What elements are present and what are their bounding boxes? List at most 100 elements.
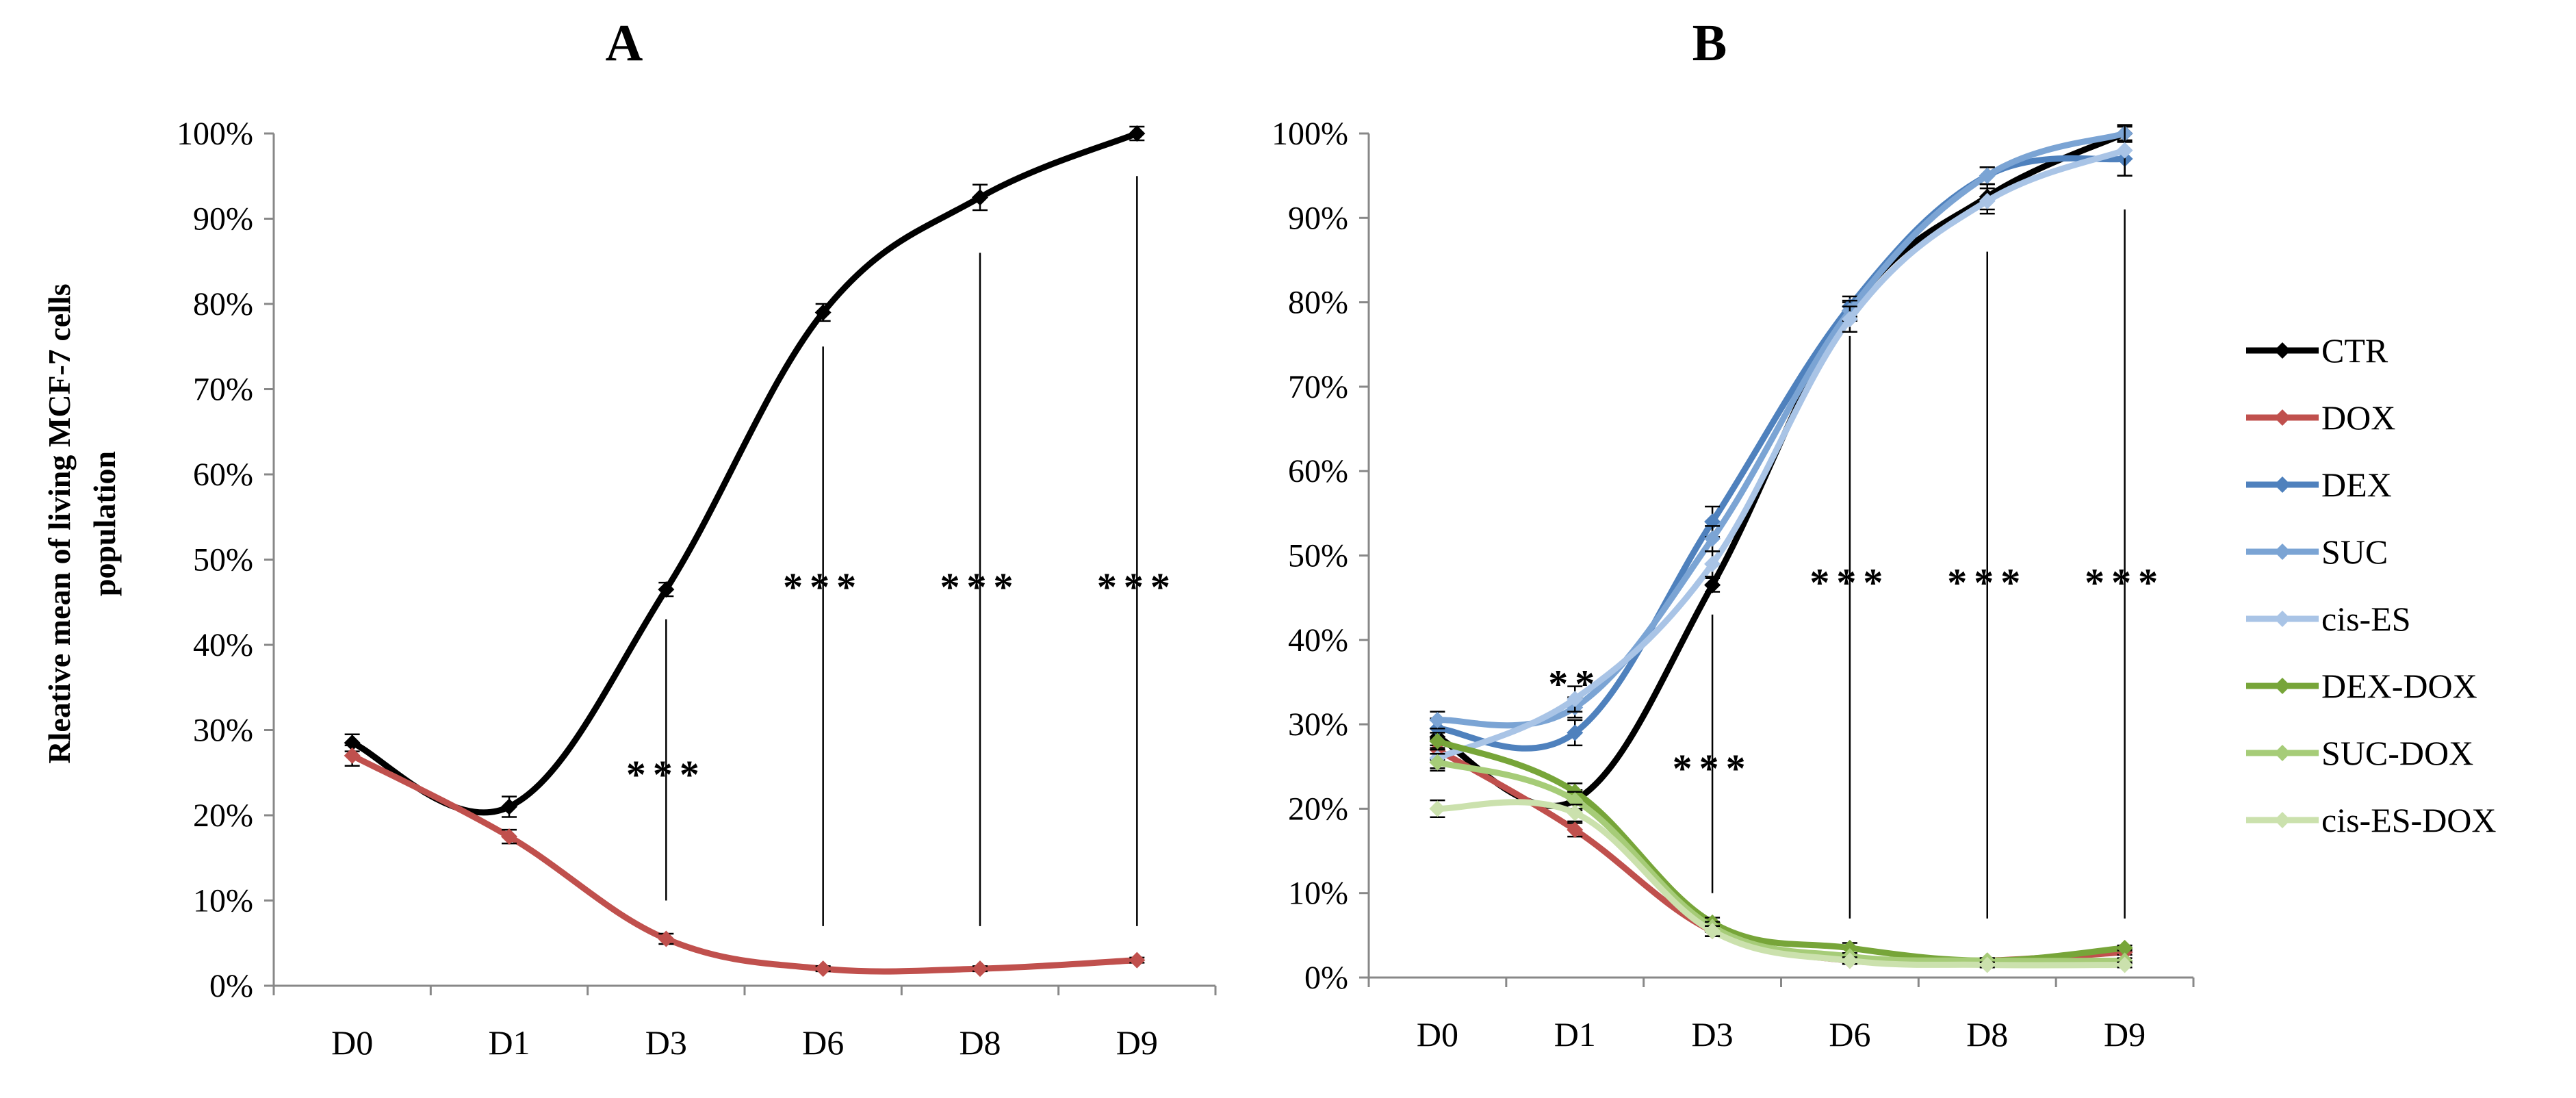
y-axis-label-line2: population: [87, 451, 122, 596]
legend-item-suc: SUC: [2246, 533, 2388, 571]
y-tick-label: 60%: [1288, 453, 1348, 489]
y-tick-label: 70%: [1288, 369, 1348, 405]
series-cis-es: [1429, 124, 2133, 769]
legend-swatch-marker: [2274, 745, 2291, 761]
legend-item-dex: DEX: [2246, 465, 2392, 504]
data-point: [2116, 142, 2133, 159]
y-tick-label: 0%: [209, 968, 253, 1004]
y-tick-label: 100%: [1272, 116, 1348, 152]
y-tick-label: 80%: [193, 286, 253, 322]
y-tick-label: 90%: [193, 201, 253, 238]
series-line: [1436, 130, 2126, 809]
series-line: [1436, 738, 2125, 964]
significance-stars: ***: [1673, 746, 1753, 791]
series-cis-es-dox: [1429, 799, 2133, 973]
x-tick-label: D9: [1116, 1023, 1158, 1062]
x-tick-label: D1: [488, 1023, 530, 1062]
panel-b: B 0% 10% 20% 30% 40% 50% 60% 70% 80% 90% 100% D0 D1 D3…: [1272, 14, 2195, 1054]
legend-item-cis-es-dox: cis-ES-DOX: [2246, 801, 2497, 839]
data-point: [1567, 691, 1584, 708]
series-line: [1437, 155, 2126, 752]
data-point: [2116, 956, 2133, 973]
panel-a: A 0% 10% 20% 30% 40% 50% 60% 70% 80% 90% 100% D0 D1 D3…: [177, 14, 1217, 1062]
legend-label: cis-ES: [2321, 600, 2411, 638]
x-tick-label: D8: [959, 1023, 1001, 1062]
panel-title: A: [606, 14, 643, 72]
legend-item-dox: DOX: [2246, 398, 2395, 437]
y-tick-label: 40%: [193, 627, 253, 663]
x-tick-label: D0: [331, 1023, 373, 1062]
data-point: [1704, 555, 1721, 572]
y-tick-label: 50%: [1288, 538, 1348, 574]
x-tick-label: D3: [1692, 1015, 1734, 1054]
legend-item-ctr: CTR: [2246, 331, 2388, 370]
data-point: [1429, 711, 1446, 728]
data-point: [1704, 530, 1721, 547]
significance-stars: **: [1548, 661, 1601, 706]
data-point: [1567, 724, 1584, 741]
y-tick-label: 20%: [193, 797, 253, 834]
legend-label: cis-ES-DOX: [2321, 801, 2497, 839]
data-point: [1979, 192, 1996, 209]
x-tick-label: D6: [802, 1023, 844, 1062]
panel-title: B: [1692, 14, 1727, 72]
data-point: [501, 798, 517, 815]
series-line: [1437, 130, 2126, 729]
legend-swatch-marker: [2274, 611, 2291, 627]
series-line: [1436, 147, 2126, 761]
data-point: [658, 581, 675, 598]
legend: CTR DOX DEX SUC cis-ES DEX-DOX SUC-DOX cis-ES-D…: [2246, 331, 2497, 839]
series-dex-dox: [1429, 732, 2133, 969]
y-tick-label: 10%: [193, 883, 253, 919]
significance-stars: ***: [626, 752, 706, 797]
legend-item-dex-dox: DEX-DOX: [2246, 667, 2477, 705]
y-tick-label: 80%: [1288, 285, 1348, 321]
x-tick-label: D0: [1417, 1015, 1458, 1054]
data-point: [1841, 939, 1858, 956]
data-point: [1841, 952, 1858, 969]
y-axis-label-line1: Rleative mean of living MCF-7 cells: [42, 283, 77, 763]
legend-label: SUC-DOX: [2321, 734, 2473, 772]
data-point: [658, 930, 675, 947]
series-line: [1437, 799, 2125, 969]
x-tick-label: D9: [2104, 1015, 2146, 1054]
series-suc: [1429, 124, 2133, 730]
data-point: [814, 960, 832, 978]
data-point: [1429, 800, 1446, 817]
data-point: [814, 304, 832, 321]
y-tick-label: 50%: [193, 542, 253, 578]
data-point: [972, 960, 988, 978]
legend-swatch-marker: [2274, 409, 2291, 426]
legend-swatch-marker: [2274, 678, 2291, 694]
x-tick-label: D8: [1966, 1015, 2008, 1054]
significance-stars: ***: [2085, 560, 2165, 604]
significance-stars: ***: [940, 565, 1020, 609]
legend-swatch-marker: [2274, 812, 2291, 828]
significance-stars: ***: [1947, 560, 2027, 604]
data-point: [1567, 804, 1584, 821]
series-suc-dox: [1429, 753, 2133, 969]
series-ctr: [1429, 125, 2133, 812]
significance-stars: ***: [1809, 560, 1890, 604]
legend-label: SUC: [2321, 533, 2388, 571]
y-tick-label: 0%: [1304, 960, 1348, 996]
data-point: [1429, 732, 1446, 750]
data-point: [1979, 956, 1996, 973]
data-point: [972, 189, 988, 206]
data-point: [1429, 754, 1446, 771]
series-line: [350, 130, 1139, 816]
data-point: [1704, 923, 1721, 940]
legend-label: DEX-DOX: [2321, 667, 2477, 705]
data-point: [1704, 576, 1721, 593]
y-tick-label: 100%: [177, 116, 253, 152]
legend-item-suc-dox: SUC-DOX: [2246, 734, 2473, 772]
data-point: [1129, 952, 1146, 969]
legend-swatch-marker: [2274, 342, 2291, 359]
y-tick-label: 30%: [1288, 706, 1348, 743]
data-point: [2116, 939, 2133, 956]
y-tick-label: 70%: [193, 372, 253, 408]
data-point: [344, 747, 361, 764]
data-point: [1129, 125, 1146, 142]
legend-label: DOX: [2321, 398, 2395, 437]
